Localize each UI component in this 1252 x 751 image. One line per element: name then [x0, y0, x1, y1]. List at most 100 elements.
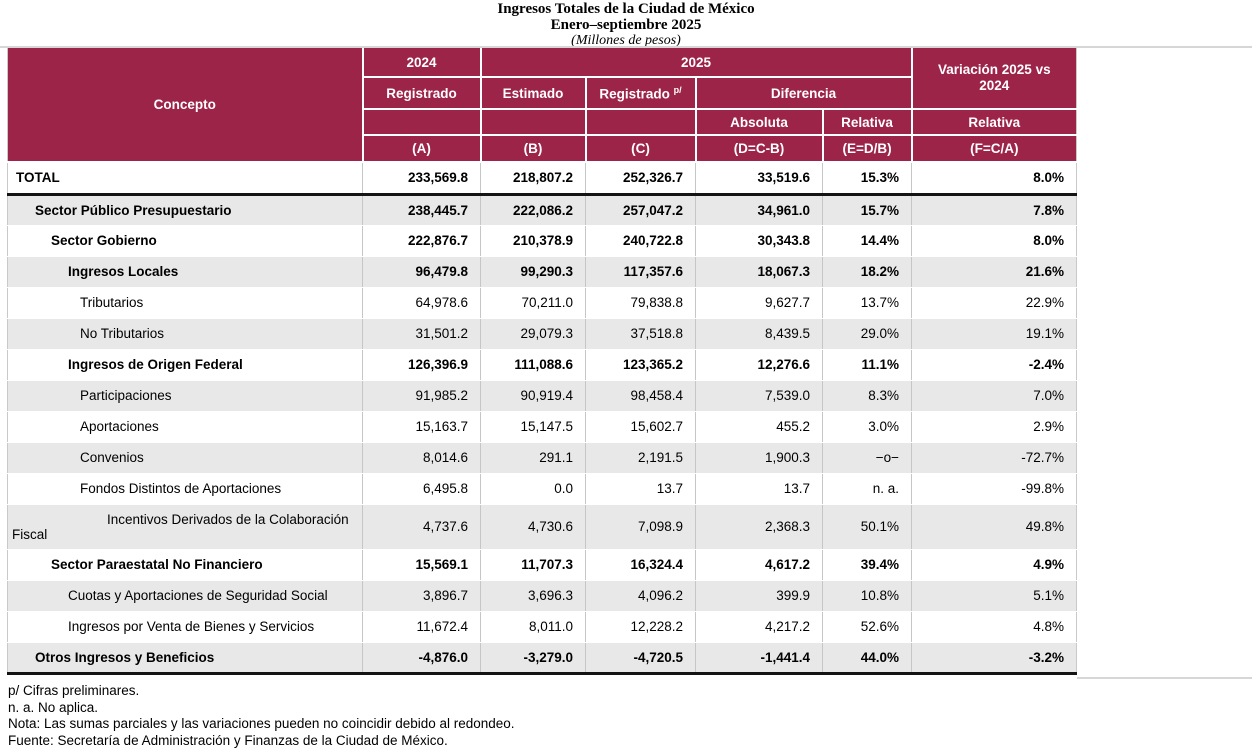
report-subtitle: Enero–septiembre 2025 — [550, 17, 702, 33]
value-cell-c: 15,602.7 — [585, 411, 696, 443]
value-cell-a: 3,896.7 — [362, 580, 481, 612]
concepto-cell: Sector Paraestatal No Financiero — [7, 549, 363, 581]
value-cell-d: 9,627.7 — [695, 287, 823, 319]
value-cell-a: 6,495.8 — [362, 473, 481, 505]
value-cell-e: 15.7% — [822, 194, 913, 226]
value-cell-e: 13.7% — [822, 287, 913, 319]
header-key-f: (F=C/A) — [911, 135, 1077, 163]
value-cell-a: 15,569.1 — [362, 549, 481, 581]
value-cell-d: 2,368.3 — [695, 504, 823, 550]
value-cell-c: 79,838.8 — [585, 287, 696, 319]
value-cell-e: 18.2% — [822, 256, 913, 288]
header-empty-b — [480, 109, 587, 136]
table-row: Ingresos por Venta de Bienes y Servicios… — [7, 611, 1077, 643]
value-cell-b: 11,707.3 — [480, 549, 586, 581]
value-cell-c: 240,722.8 — [585, 225, 696, 257]
table-row: Cuotas y Aportaciones de Seguridad Socia… — [7, 580, 1077, 612]
value-cell-f: -99.8% — [911, 473, 1077, 505]
table-row: Participaciones 91,985.2 90,919.4 98,458… — [7, 380, 1077, 412]
footnote-preliminary: p/ Cifras preliminares. — [8, 683, 140, 698]
value-cell-b: 4,730.6 — [480, 504, 586, 550]
value-cell-f: 22.9% — [911, 287, 1077, 319]
value-cell-b: 70,211.0 — [480, 287, 586, 319]
value-cell-f: 7.8% — [911, 194, 1077, 226]
table-row: Fondos Distintos de Aportaciones 6,495.8… — [7, 473, 1077, 505]
value-cell-c: 37,518.8 — [585, 318, 696, 350]
value-cell-f: 49.8% — [911, 504, 1077, 550]
table-row-total: TOTAL 233,569.8 218,807.2 252,326.7 33,5… — [7, 162, 1077, 196]
concepto-cell: Convenios — [7, 442, 363, 474]
horizontal-rule-bottom-right — [1077, 677, 1252, 679]
table-row: Convenios 8,014.6 291.1 2,191.5 1,900.3 … — [7, 442, 1077, 474]
header-estimado: Estimado — [480, 77, 587, 110]
concepto-cell: Ingresos Locales — [7, 256, 363, 288]
concepto-cell: Tributarios — [7, 287, 363, 319]
value-cell-a: 126,396.9 — [362, 349, 481, 381]
report-title: Ingresos Totales de la Ciudad de México — [497, 1, 755, 17]
value-cell-d: 4,217.2 — [695, 611, 823, 643]
table-row: Aportaciones 15,163.7 15,147.5 15,602.7 … — [7, 411, 1077, 443]
value-cell-c: 12,228.2 — [585, 611, 696, 643]
header-variacion: Variación 2025 vs 2024 — [911, 48, 1077, 110]
header-empty-c — [585, 109, 697, 136]
value-cell-f: -72.7% — [911, 442, 1077, 474]
income-table-wrapper: Concepto 2024 2025 Variación 2025 vs 202… — [7, 48, 1078, 675]
value-cell-f: 4.9% — [911, 549, 1077, 581]
header-empty-a — [362, 109, 482, 136]
value-cell-d: 4,617.2 — [695, 549, 823, 581]
value-cell-a: 8,014.6 — [362, 442, 481, 474]
value-cell-f: 7.0% — [911, 380, 1077, 412]
value-cell-e: 15.3% — [822, 162, 913, 196]
units-label: (Millones de pesos) — [571, 33, 681, 48]
value-cell-a: 4,737.6 — [362, 504, 481, 550]
value-cell-a: 238,445.7 — [362, 194, 481, 226]
horizontal-rule-top — [0, 46, 1252, 48]
value-cell-d: 8,439.5 — [695, 318, 823, 350]
value-cell-a: -4,876.0 — [362, 642, 481, 674]
value-cell-f: -3.2% — [911, 642, 1077, 674]
value-cell-b: 15,147.5 — [480, 411, 586, 443]
value-cell-f: -2.4% — [911, 349, 1077, 381]
value-cell-a: 31,501.2 — [362, 318, 481, 350]
footnote-nota: Nota: Las sumas parciales y las variacio… — [8, 716, 515, 732]
value-cell-c: 252,326.7 — [585, 162, 696, 196]
value-cell-e: −o− — [822, 442, 913, 474]
table-row: Ingresos Locales 96,479.8 99,290.3 117,3… — [7, 256, 1077, 288]
table-row: Ingresos de Origen Federal 126,396.9 111… — [7, 349, 1077, 381]
value-cell-b: 222,086.2 — [480, 194, 586, 226]
footnote-no-aplica: n. a. No aplica. — [8, 699, 99, 715]
value-cell-f: 8.0% — [911, 225, 1077, 257]
title-block: Ingresos Totales de la Ciudad de México … — [0, 1, 1252, 49]
value-cell-f: 19.1% — [911, 318, 1077, 350]
header-key-e: (E=D/B) — [822, 135, 913, 163]
value-cell-f: 2.9% — [911, 411, 1077, 443]
value-cell-b: -3,279.0 — [480, 642, 586, 674]
value-cell-b: 8,011.0 — [480, 611, 586, 643]
table-row: Otros Ingresos y Beneficios -4,876.0 -3,… — [7, 642, 1077, 674]
value-cell-d: 1,900.3 — [695, 442, 823, 474]
value-cell-e: 29.0% — [822, 318, 913, 350]
value-cell-a: 233,569.8 — [362, 162, 481, 196]
value-cell-b: 99,290.3 — [480, 256, 586, 288]
header-key-b: (B) — [480, 135, 587, 163]
value-cell-d: -1,441.4 — [695, 642, 823, 674]
value-cell-a: 64,978.6 — [362, 287, 481, 319]
value-cell-e: 44.0% — [822, 642, 913, 674]
value-cell-d: 7,539.0 — [695, 380, 823, 412]
value-cell-c: 4,096.2 — [585, 580, 696, 612]
footnotes: p/ Cifras preliminares. n. a. No aplica.… — [8, 683, 515, 749]
value-cell-b: 29,079.3 — [480, 318, 586, 350]
value-cell-d: 13.7 — [695, 473, 823, 505]
concepto-cell: Incentivos Derivados de la Colaboración … — [7, 504, 363, 550]
concepto-cell: Sector Público Presupuestario — [7, 194, 363, 226]
header-diferencia: Diferencia — [695, 77, 913, 110]
table-row: Sector Público Presupuestario 238,445.7 … — [7, 194, 1077, 226]
concepto-cell: Cuotas y Aportaciones de Seguridad Socia… — [7, 580, 363, 612]
value-cell-c: 16,324.4 — [585, 549, 696, 581]
value-cell-f: 5.1% — [911, 580, 1077, 612]
table-row: Sector Paraestatal No Financiero 15,569.… — [7, 549, 1077, 581]
value-cell-c: 98,458.4 — [585, 380, 696, 412]
value-cell-e: 11.1% — [822, 349, 913, 381]
concepto-cell: Aportaciones — [7, 411, 363, 443]
value-cell-e: 8.3% — [822, 380, 913, 412]
